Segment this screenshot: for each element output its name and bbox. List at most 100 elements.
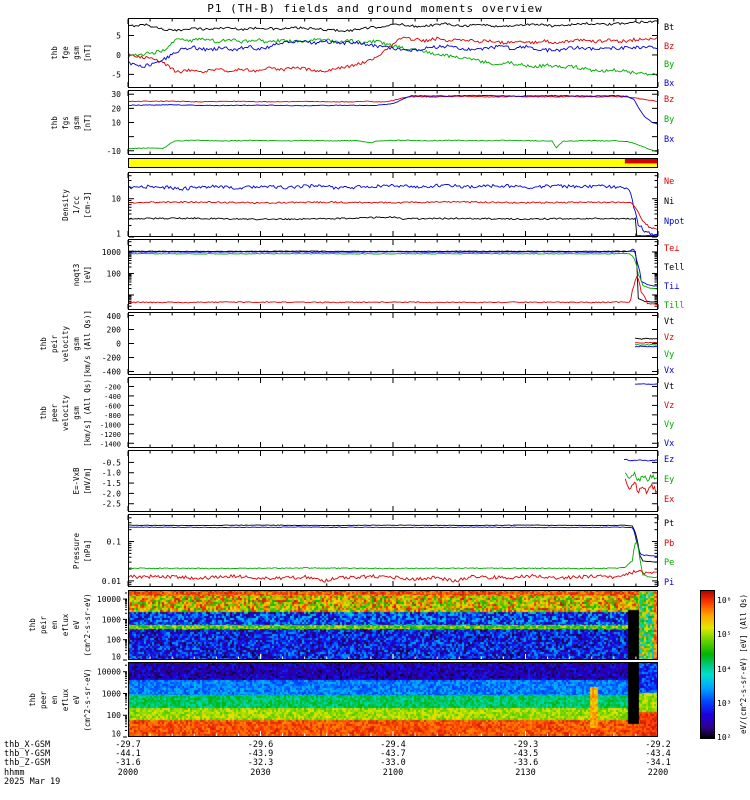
series-peir_vel-Vt — [634, 337, 658, 341]
panel-qbar — [0, 158, 750, 168]
y-tick-label: 1000 — [102, 615, 121, 624]
series-density-Ne — [127, 200, 659, 230]
colorbar-tick-label: 10⁶ — [717, 596, 732, 606]
y-tick-label: 10 — [111, 195, 121, 204]
series-noqt3-Te-perp — [127, 275, 658, 306]
trace-label-ne: Ne — [664, 177, 675, 187]
y-tick-label: 1000 — [102, 689, 121, 698]
panel-density-axes: 10 1 — [111, 172, 659, 239]
panel-qbar-axes — [128, 158, 658, 168]
trace-label-pi: Pi — [664, 578, 675, 588]
series-efield-Ey — [624, 470, 658, 483]
ephemeris-value: -29.6 — [247, 740, 274, 750]
panel-efield-axes: -0.5 -1.0-1.5-2.0 -2.5 — [102, 450, 659, 512]
y-tick-label: 0 — [116, 51, 121, 60]
y-tick-label: -400 — [102, 368, 121, 377]
series-noqt3-Ti-perp — [127, 248, 659, 287]
ephemeris-value: -43.9 — [247, 749, 274, 760]
series-fgs-By — [127, 139, 659, 153]
panel-elec_eflux: 10000 1000 100 10 thb peer en eflux eV (cm^2-s-sr… — [0, 662, 750, 739]
time-tick-label: 2100 — [382, 767, 404, 778]
trace-label-vx: Vx — [664, 439, 675, 449]
series-pressure-Pt — [127, 524, 659, 563]
y-tick-label: 10 — [111, 730, 121, 739]
series-fge-By — [127, 37, 659, 77]
y-tick-label: -400 — [104, 393, 121, 401]
panel-fgs: 30 20 10 -10 Bz By Bx thb fgs gsm [nT] — [0, 90, 750, 156]
panel-ion_eflux-axes: 10000 1000 100 10 — [97, 590, 659, 662]
y-tick-label: -200 — [104, 383, 121, 391]
panel-efield: -0.5 -1.0 -1.5 -2.0 -2.5 Ez Ey Ex E=-VxB [mV/m] — [0, 450, 750, 512]
ion_eflux-spectrogram — [128, 590, 658, 660]
y-tick-label: -10 — [107, 147, 122, 156]
plot-title: P1 (TH-B) fields and ground moments over… — [207, 2, 543, 15]
panel-elec_eflux-ylabel: eV — [72, 694, 81, 705]
trace-label-bx: Bx — [664, 79, 675, 89]
series-efield-Ex — [624, 478, 658, 495]
trace-label-vt: Vt — [664, 317, 675, 327]
panel-ion_eflux: 10000 1000 100 10 thb peir en eflux eV (cm^2-s-sr… — [0, 590, 750, 662]
panel-elec_eflux-ylabel: en — [50, 694, 59, 705]
panel-fgs-axes: 30 20 10 -10 — [107, 90, 659, 156]
trace-label-ni: Ni — [664, 197, 675, 207]
y-tick-label: 400 — [107, 312, 122, 321]
y-tick-label: -1.5 — [102, 479, 121, 488]
trace-label-pt: Pt — [664, 519, 675, 529]
ephemeris-value: -44.1 — [115, 749, 141, 760]
colorbar-tick-label: 10⁴ — [717, 664, 732, 674]
series-pressure-Pi — [127, 526, 659, 557]
elec_eflux-spectrogram — [128, 662, 658, 737]
series-fge-Bz — [127, 36, 659, 74]
y-tick-label: 0 — [116, 340, 121, 349]
series-density-Npot — [127, 183, 659, 236]
series-fge-Bx — [127, 39, 659, 68]
colorbar-tick-label: 10⁵ — [717, 630, 732, 640]
y-tick-label: -5 — [111, 70, 121, 79]
date-label: 2025 Mar 19 — [4, 777, 61, 787]
panel-peer_vel: -200 -400 -600 -800 -1000 -1200 -1400 Vt Vz Vy Vx t… — [0, 377, 750, 449]
time-tick-label: 2130 — [515, 767, 536, 778]
colorbar-unit-label: eV/(cm^2-s-sr-eV) [eV] (All Qs) — [739, 593, 748, 734]
y-tick-label: -800 — [104, 412, 121, 420]
trace-label-bt: Bt — [664, 23, 675, 33]
series-peir_vel-Vx — [634, 345, 658, 348]
y-tick-label: 20 — [111, 104, 121, 113]
time-tick-label: 2000 — [117, 767, 139, 778]
panel-elec_eflux-axes: 10000 1000 100 10 — [97, 662, 659, 739]
trace-label-by: By — [664, 60, 675, 71]
trace-label-pe: Pe — [664, 558, 675, 569]
time-tick-label: 2030 — [250, 767, 271, 778]
trace-label-vy: Vy — [664, 349, 675, 360]
trace-label-vz: Vz — [664, 333, 675, 344]
series-efield-Ez — [623, 458, 658, 462]
panel-peer_vel-axes: -200 -400-600 -800-1000 -1200-1400 — [100, 377, 659, 448]
panel-pressure: 0.1 0.01 Pt Pb Pe Pi Pressure [nPa] — [0, 514, 750, 588]
ephemeris-value: -33.6 — [512, 758, 539, 769]
series-fgs-Bz — [127, 95, 659, 103]
bottom-row-label: hhmm — [4, 767, 25, 778]
panel-noqt3: 1000 100 Te⊥ Tell Ti⊥ Till noqt3 [eV] — [0, 239, 750, 311]
trace-label-ez: Ez — [664, 455, 675, 465]
y-tick-label: 0.01 — [102, 577, 121, 586]
ephemeris-value: -29.3 — [512, 740, 539, 750]
y-tick-label: 100 — [107, 711, 122, 720]
trace-label-vy: Vy — [664, 420, 675, 430]
trace-label-vx: Vx — [664, 366, 675, 376]
y-tick-label: -2.0 — [102, 489, 121, 498]
series-peir_vel-Vy — [634, 343, 658, 346]
y-tick-label: -0.5 — [102, 458, 121, 467]
y-tick-label: 5 — [116, 32, 121, 41]
y-tick-label: 200 — [107, 326, 122, 335]
panel-elec_eflux-ylabel: (cm^2-s-sr-eV) — [83, 667, 92, 732]
quality-bar-segment — [624, 159, 658, 164]
ephemeris-value: -33.0 — [380, 758, 406, 769]
ephemeris-value: -29.2 — [645, 740, 671, 750]
ephemeris-value: -31.6 — [115, 758, 141, 769]
y-tick-label: -200 — [102, 354, 121, 363]
panel-peir_vel: 400 200 0 -200 -400 Vt Vz Vy Vx thb peir velocity gs… — [0, 310, 750, 378]
ephemeris-value: -29.4 — [380, 740, 406, 750]
panel-pressure-axes: 0.1 0.01 — [102, 514, 659, 587]
panel-noqt3-axes: 1000 100 — [102, 239, 659, 310]
trace-label-pb: Pb — [664, 538, 675, 549]
